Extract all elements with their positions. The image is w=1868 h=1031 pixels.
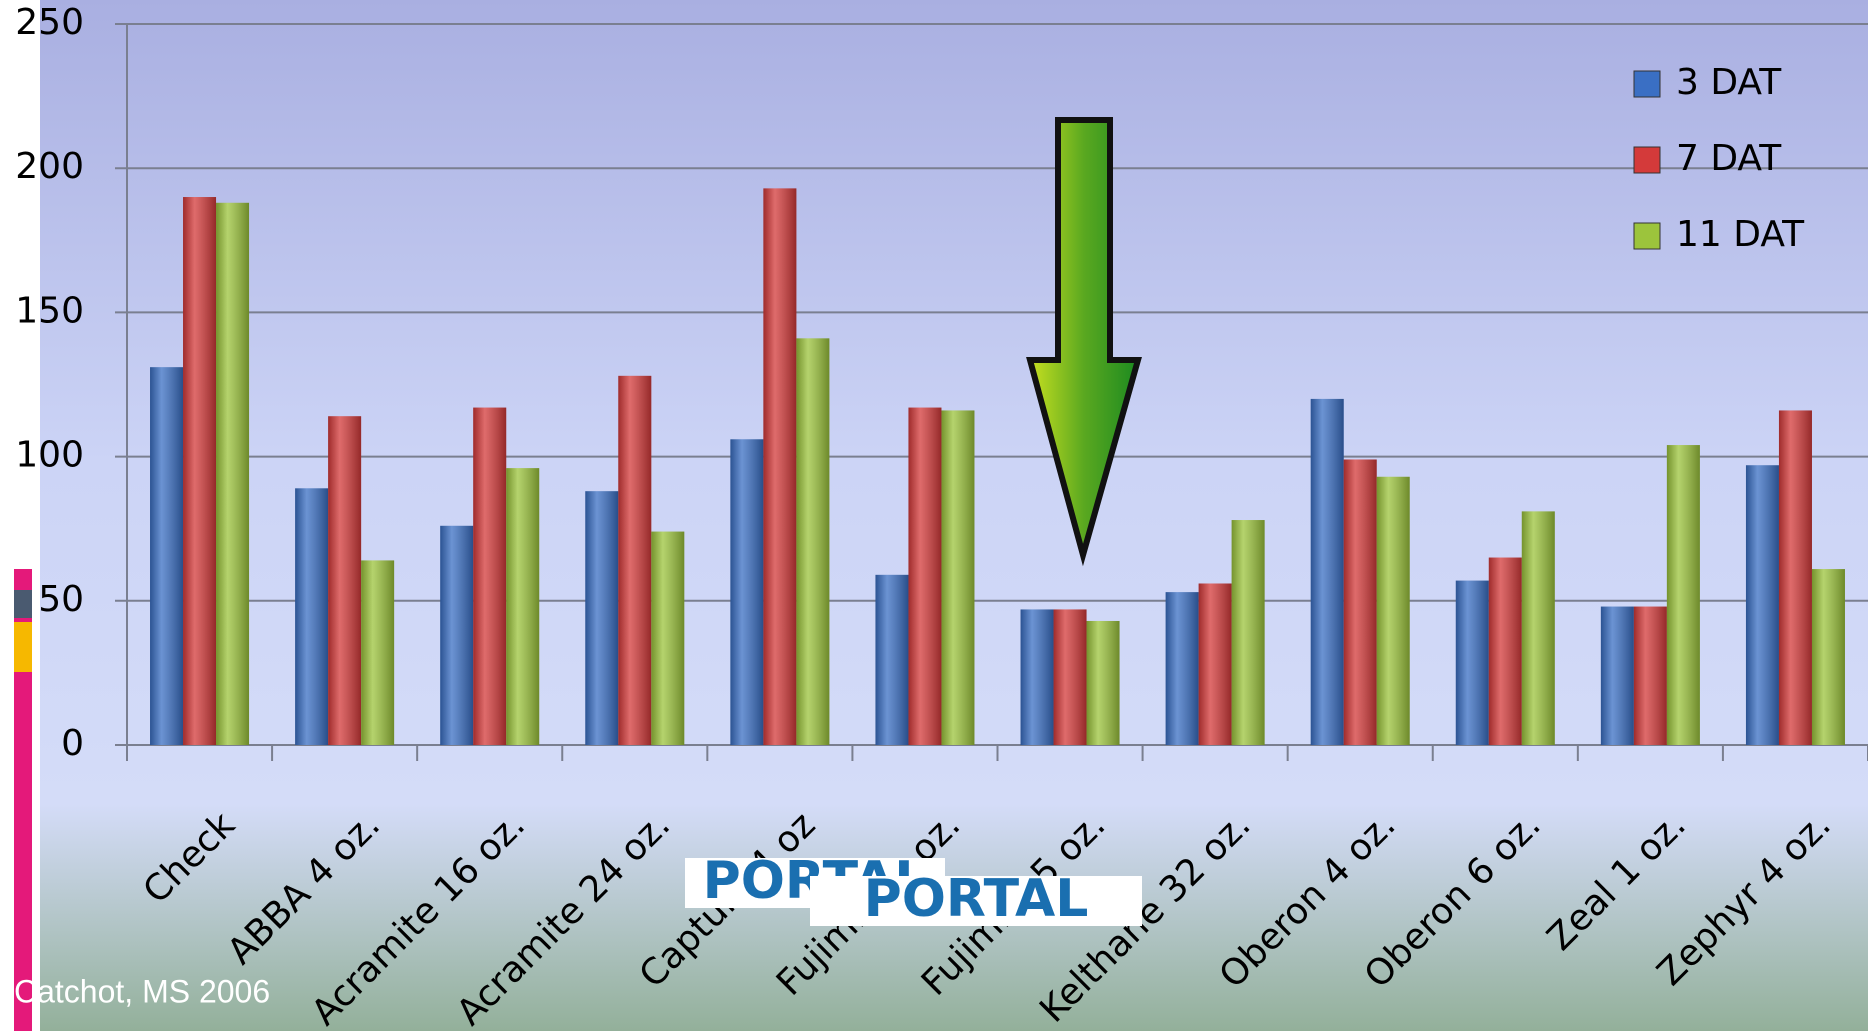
bar-shine [763, 188, 796, 745]
legend-swatch [1634, 71, 1660, 97]
bar-shine [585, 491, 618, 745]
bar-shine [875, 575, 908, 745]
source-note: Catchot, MS 2006 [14, 973, 270, 1009]
bar-shine [1812, 569, 1845, 745]
y-tick-label: 100 [15, 435, 84, 476]
bar-shine [908, 408, 941, 745]
bar-shine [440, 526, 473, 745]
bar-shine [1054, 609, 1087, 745]
bar-shine [1311, 399, 1344, 745]
logo-text: PORTAL [864, 869, 1089, 929]
bar-shine [295, 488, 328, 745]
bar-shine [1199, 583, 1232, 745]
bar-shine [1746, 465, 1779, 745]
bar-shine [328, 416, 361, 745]
legend-swatch [1634, 147, 1660, 173]
bar-shine [941, 410, 974, 745]
bar-shine [1232, 520, 1265, 745]
bar-shine [730, 439, 763, 745]
bar-shine [1377, 477, 1410, 745]
bar-shine [1344, 459, 1377, 745]
y-tick-label: 50 [38, 579, 84, 620]
bar-shine [1021, 609, 1054, 745]
legend-swatch [1634, 223, 1660, 249]
bar-shine [1489, 558, 1522, 745]
bar-shine [796, 338, 829, 745]
bar-shine [1667, 445, 1700, 745]
bar-shine [1087, 621, 1120, 745]
bar-shine [150, 367, 183, 745]
bar-shine [651, 532, 684, 745]
legend-label: 11 DAT [1676, 214, 1805, 255]
bar-shine [183, 197, 216, 745]
bar-shine [1601, 607, 1634, 745]
bar-shine [473, 408, 506, 745]
chart: 050100150200250CheckABBA 4 oz.Acramite 1… [0, 0, 1868, 1031]
bar-shine [216, 203, 249, 745]
bar-shine [1522, 511, 1555, 745]
bar-shine [361, 560, 394, 745]
legend-label: 7 DAT [1676, 138, 1782, 179]
y-tick-label: 150 [15, 290, 84, 331]
y-tick-label: 200 [15, 146, 84, 187]
side-block [14, 590, 32, 618]
y-tick-label: 0 [61, 723, 84, 764]
bar-shine [1779, 410, 1812, 745]
y-tick-label: 250 [15, 2, 84, 43]
bar-shine [1634, 607, 1667, 745]
bar-shine [1166, 592, 1199, 745]
side-block [14, 622, 32, 672]
bar-shine [506, 468, 539, 745]
bar-shine [1456, 581, 1489, 745]
legend-label: 3 DAT [1676, 62, 1782, 103]
bar-shine [618, 376, 651, 745]
